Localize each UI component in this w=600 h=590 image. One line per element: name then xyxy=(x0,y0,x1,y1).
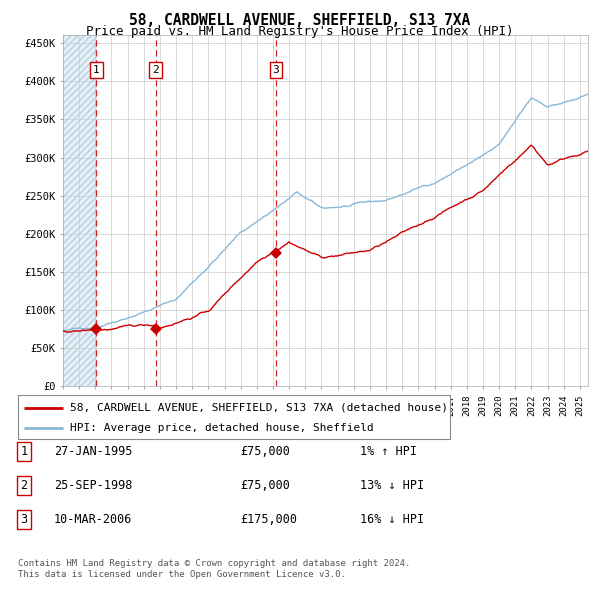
Bar xyxy=(63,35,97,386)
Text: 58, CARDWELL AVENUE, SHEFFIELD, S13 7XA (detached house): 58, CARDWELL AVENUE, SHEFFIELD, S13 7XA … xyxy=(70,402,448,412)
Text: Contains HM Land Registry data © Crown copyright and database right 2024.: Contains HM Land Registry data © Crown c… xyxy=(18,559,410,568)
Text: Price paid vs. HM Land Registry's House Price Index (HPI): Price paid vs. HM Land Registry's House … xyxy=(86,25,514,38)
Text: £75,000: £75,000 xyxy=(240,445,290,458)
Text: 10-MAR-2006: 10-MAR-2006 xyxy=(54,513,133,526)
Text: HPI: Average price, detached house, Sheffield: HPI: Average price, detached house, Shef… xyxy=(70,423,374,433)
Text: 13% ↓ HPI: 13% ↓ HPI xyxy=(360,479,424,492)
Text: 25-SEP-1998: 25-SEP-1998 xyxy=(54,479,133,492)
Text: 3: 3 xyxy=(20,513,28,526)
Text: 58, CARDWELL AVENUE, SHEFFIELD, S13 7XA: 58, CARDWELL AVENUE, SHEFFIELD, S13 7XA xyxy=(130,13,470,28)
Text: 2: 2 xyxy=(20,479,28,492)
Text: 16% ↓ HPI: 16% ↓ HPI xyxy=(360,513,424,526)
Text: 1% ↑ HPI: 1% ↑ HPI xyxy=(360,445,417,458)
Bar xyxy=(63,35,97,386)
Text: 27-JAN-1995: 27-JAN-1995 xyxy=(54,445,133,458)
Text: £75,000: £75,000 xyxy=(240,479,290,492)
Text: 1: 1 xyxy=(20,445,28,458)
Text: 1: 1 xyxy=(93,65,100,75)
Text: This data is licensed under the Open Government Licence v3.0.: This data is licensed under the Open Gov… xyxy=(18,571,346,579)
Text: 2: 2 xyxy=(152,65,159,75)
Text: £175,000: £175,000 xyxy=(240,513,297,526)
Text: 3: 3 xyxy=(272,65,280,75)
